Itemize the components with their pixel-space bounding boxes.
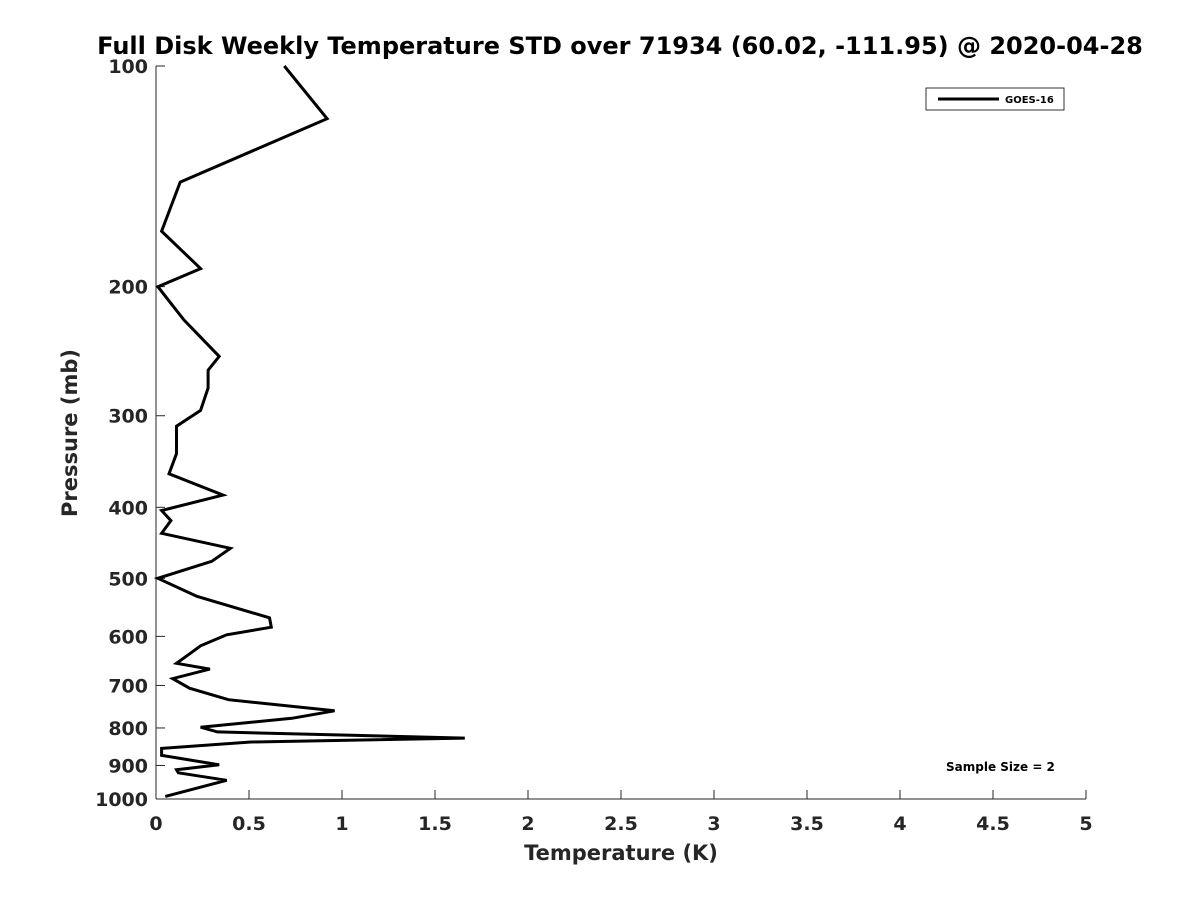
series-line-goes-16	[153, 65, 465, 798]
y-tick-label: 100	[108, 56, 148, 78]
x-ticks: 0 0.5 1 1.5 2 2.5 3 3.5 4 4.5 5	[149, 790, 1093, 835]
x-tick-label: 5	[1079, 813, 1092, 835]
x-tick-label: 1.5	[418, 813, 452, 835]
series-layer	[153, 65, 465, 798]
x-tick-label: 1	[335, 813, 348, 835]
x-tick-label: 3.5	[790, 813, 824, 835]
y-tick-label: 800	[108, 718, 148, 740]
sample-size-annotation: Sample Size = 2	[946, 760, 1055, 774]
x-tick-label: 0	[149, 813, 162, 835]
x-tick-label: 3	[707, 813, 720, 835]
y-axis-label: Pressure (mb)	[58, 349, 82, 517]
y-tick-label: 1000	[95, 789, 148, 811]
axes	[155, 66, 1086, 800]
y-tick-label: 400	[108, 497, 148, 519]
x-tick-label: 2.5	[604, 813, 638, 835]
y-ticks: 100 200 300 400 500 600 700 800 900 1000	[95, 56, 165, 811]
x-axis-label: Temperature (K)	[524, 841, 718, 865]
y-tick-label: 200	[108, 277, 148, 299]
y-tick-label: 500	[108, 568, 148, 590]
chart-title: Full Disk Weekly Temperature STD over 71…	[97, 32, 1143, 60]
x-tick-label: 2	[521, 813, 534, 835]
y-tick-label: 300	[108, 406, 148, 428]
x-tick-label: 4.5	[976, 813, 1010, 835]
y-tick-label: 900	[108, 755, 148, 777]
y-tick-label: 600	[108, 626, 148, 648]
x-tick-label: 0.5	[232, 813, 266, 835]
x-tick-label: 4	[893, 813, 906, 835]
legend: GOES-16	[925, 87, 1065, 111]
legend-label-goes-16: GOES-16	[1005, 95, 1054, 106]
y-tick-label: 700	[108, 675, 148, 697]
